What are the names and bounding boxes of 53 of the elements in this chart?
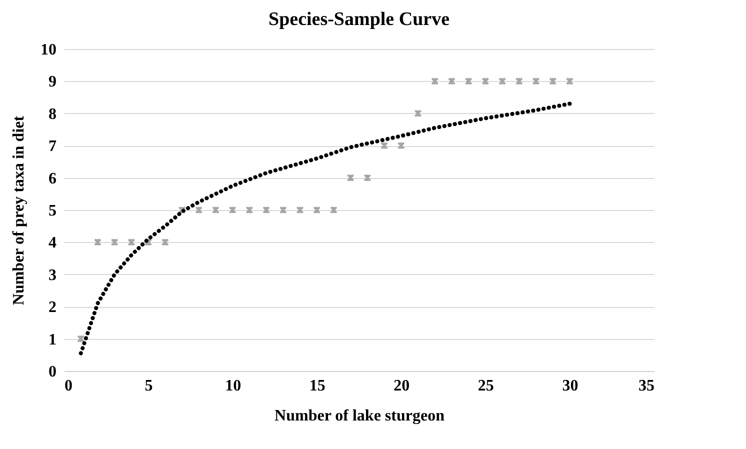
point [380, 141, 388, 150]
point [448, 77, 456, 86]
point [346, 174, 354, 182]
x-tick-label: 25 [478, 378, 494, 394]
point [77, 334, 85, 343]
chart-title: Species-Sample Curve [268, 9, 450, 30]
point [94, 238, 102, 246]
y-tick-label: 3 [48, 266, 56, 284]
point [397, 141, 405, 150]
point [279, 206, 287, 214]
y-tick-label: 7 [48, 138, 56, 156]
x-axis-title: Number of lake sturgeon [274, 408, 445, 424]
y-tick-label: 1 [48, 331, 56, 348]
y-tick-label: 2 [48, 299, 56, 316]
point [330, 206, 338, 214]
y-tick-label: 5 [48, 202, 56, 220]
point [161, 238, 169, 246]
x-tick-label: 20 [394, 378, 410, 394]
point [464, 77, 472, 86]
point [414, 109, 422, 118]
x-tick-label: 10 [225, 378, 242, 394]
y-axis-title: Number of prey taxa in diet [10, 115, 28, 306]
x-tick-label: 35 [638, 378, 654, 394]
x-tick-label: 0 [64, 378, 72, 394]
x-tick-label: 5 [144, 378, 153, 394]
x-tick-label: 15 [309, 378, 326, 394]
point [482, 77, 490, 86]
y-tick-label: 9 [48, 74, 56, 91]
point [313, 206, 321, 214]
point [515, 77, 523, 86]
y-tick-label: 4 [48, 234, 56, 252]
point [144, 238, 152, 246]
point [532, 77, 540, 86]
point [228, 206, 236, 214]
point [566, 77, 574, 86]
line-series [78, 102, 572, 356]
y-tick-label: 10 [40, 42, 56, 58]
point [195, 206, 203, 214]
y-tick-label: 8 [48, 106, 56, 123]
point [364, 174, 372, 182]
point [262, 206, 270, 214]
point [212, 206, 220, 214]
y-tick-label: 0 [48, 364, 56, 380]
point [110, 238, 118, 246]
x-tick-label: 30 [562, 378, 578, 394]
y-tick-label: 6 [48, 170, 56, 188]
point [178, 206, 186, 214]
point [246, 206, 254, 214]
point [431, 77, 439, 86]
point [549, 77, 557, 86]
point [128, 238, 136, 246]
point [296, 206, 304, 214]
point [498, 77, 506, 86]
